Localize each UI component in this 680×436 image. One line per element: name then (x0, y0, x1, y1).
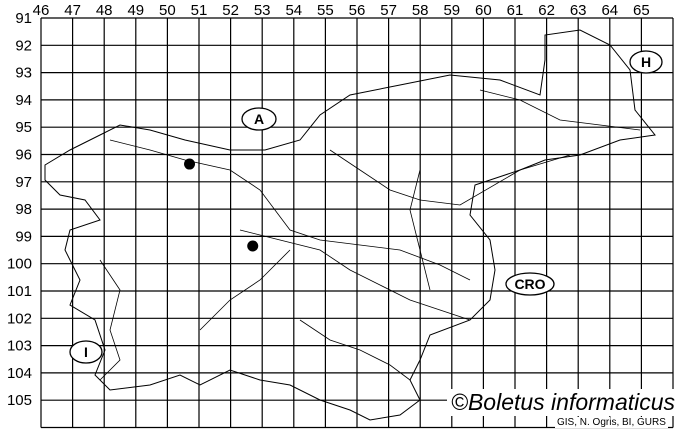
row-label: 100 (7, 256, 32, 273)
credit-text: GIS, N. Ogris, BI, GURS (555, 417, 668, 428)
column-label: 62 (538, 2, 555, 19)
column-label: 46 (33, 2, 50, 19)
column-label: 65 (633, 2, 650, 19)
column-label: 57 (380, 2, 397, 19)
row-label: 95 (15, 119, 32, 136)
column-label: 48 (96, 2, 113, 19)
row-label: 99 (15, 228, 32, 245)
column-label: 53 (254, 2, 271, 19)
column-label: 50 (159, 2, 176, 19)
country-label-hungary: H (629, 50, 663, 74)
column-label: 60 (475, 2, 492, 19)
row-label: 103 (7, 338, 32, 355)
column-label: 51 (191, 2, 208, 19)
column-label: 59 (443, 2, 460, 19)
svg-text:I: I (84, 344, 88, 360)
row-label: 92 (15, 37, 32, 54)
record-dots (184, 158, 259, 252)
svg-text:CRO: CRO (514, 276, 545, 292)
copyright-text: ©Boletus informaticus (447, 389, 680, 416)
column-label: 64 (601, 2, 618, 19)
column-label: 54 (285, 2, 302, 19)
column-label: 63 (570, 2, 587, 19)
row-label: 97 (15, 174, 32, 191)
column-label: 58 (412, 2, 429, 19)
column-label: 47 (64, 2, 81, 19)
country-label-austria: A (241, 107, 277, 131)
grid (40, 17, 674, 429)
rivers (99, 89, 641, 381)
column-label: 56 (349, 2, 366, 19)
row-label: 93 (15, 65, 32, 82)
country-label-croatia: CRO (505, 272, 555, 296)
column-label: 49 (127, 2, 144, 19)
column-labels: 46 47 48 49 50 51 52 53 54 55 56 57 58 59 60 61 62 63 64 65 (33, 2, 650, 19)
row-label: 98 (15, 201, 32, 218)
row-label: 102 (7, 310, 32, 327)
row-label: 101 (7, 283, 32, 300)
svg-text:A: A (254, 111, 264, 127)
row-label: 94 (15, 92, 32, 109)
row-label: 104 (7, 365, 32, 382)
column-label: 52 (222, 2, 239, 19)
row-label: 105 (7, 392, 32, 409)
column-label: 61 (507, 2, 524, 19)
row-label: 96 (15, 147, 32, 164)
record-dot (247, 240, 259, 252)
country-labels: A H CRO I (69, 50, 663, 364)
record-dot (184, 158, 196, 170)
column-label: 55 (317, 2, 334, 19)
row-label: 91 (15, 10, 32, 27)
country-border (44, 29, 656, 421)
country-label-italy: I (69, 340, 103, 364)
svg-text:H: H (641, 54, 651, 70)
row-labels: 91 92 93 94 95 96 97 98 99 100 101 102 103 104 105 (7, 10, 32, 409)
